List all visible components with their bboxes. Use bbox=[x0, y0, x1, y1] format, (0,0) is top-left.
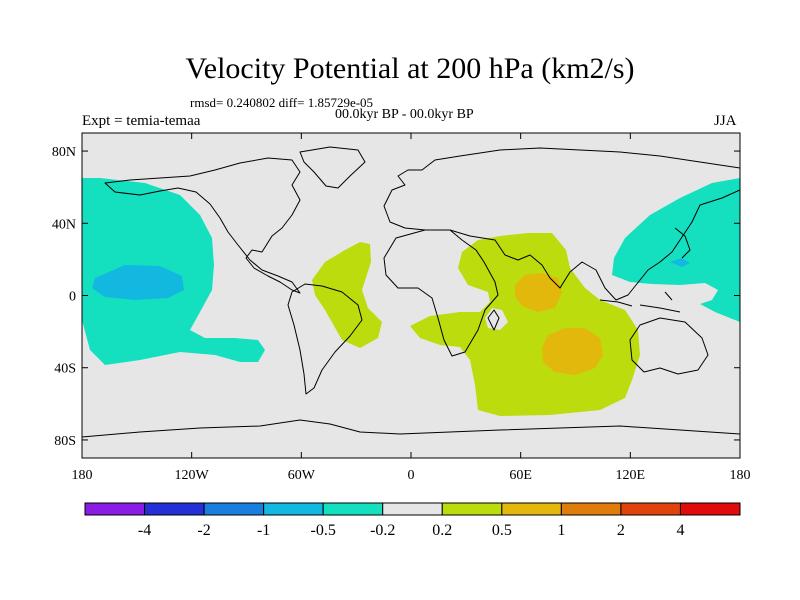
colorbar-label: -4 bbox=[138, 522, 151, 539]
colorbar-label: -2 bbox=[197, 522, 210, 539]
colorbar-swatch bbox=[84, 502, 146, 516]
x-tick-label: 120E bbox=[616, 468, 646, 483]
colorbar-label: -0.5 bbox=[311, 522, 336, 539]
x-tick-label: 120W bbox=[175, 468, 210, 483]
coast-madagascar bbox=[487, 309, 500, 331]
colorbar-label: 0.5 bbox=[492, 522, 512, 539]
negative-west-pacific-core bbox=[670, 258, 690, 267]
plot-title: Velocity Potential at 200 hPa (km2/s) bbox=[185, 52, 635, 85]
x-tick-label: 60E bbox=[509, 468, 532, 483]
colorbar-swatch bbox=[322, 502, 384, 516]
colorbar-swatch bbox=[620, 502, 681, 516]
coast-south-america bbox=[287, 283, 363, 395]
x-tick-label: 180 bbox=[72, 468, 93, 483]
coast-greenland bbox=[299, 146, 366, 189]
negative-pacific-east-region bbox=[82, 178, 265, 365]
colorbar-swatch bbox=[441, 502, 503, 516]
positive-atlantic-region bbox=[312, 242, 382, 348]
colorbar-label: -1 bbox=[257, 522, 270, 539]
colorbar-label: 2 bbox=[617, 522, 625, 539]
colorbar-label: 1 bbox=[557, 522, 565, 539]
experiment-label: Expt = temia-temaa bbox=[82, 113, 201, 129]
x-tick-label: 60W bbox=[288, 468, 316, 483]
colorbar-label: 0.2 bbox=[432, 522, 452, 539]
colorbar-swatch bbox=[560, 502, 622, 516]
y-tick-label: 80S bbox=[54, 434, 76, 449]
negative-asia-pacific-region bbox=[612, 178, 740, 322]
x-tick-label: 180 bbox=[730, 468, 751, 483]
positive-indian-core bbox=[542, 328, 603, 375]
colorbar-label: 4 bbox=[676, 522, 684, 539]
stats-subtitle: rmsd= 0.240802 diff= 1.85729e-05 bbox=[190, 95, 374, 110]
coastlines bbox=[82, 146, 740, 438]
colorbar-swatch bbox=[144, 502, 205, 516]
y-tick-label: 40S bbox=[54, 362, 76, 377]
coast-africa bbox=[383, 229, 499, 357]
coast-north-america bbox=[104, 157, 301, 294]
colorbar-swatch bbox=[501, 502, 562, 516]
period-label: 00.0kyr BP - 00.0kyr BP bbox=[335, 107, 474, 122]
negative-pacific-core-region bbox=[92, 265, 184, 300]
colorbar: -4 -2 -1 -0.5 -0.2 0.2 0.5 1 2 4 bbox=[84, 502, 741, 539]
y-tick-label: 0 bbox=[69, 290, 76, 305]
contour-fills bbox=[82, 178, 740, 416]
coast-australia bbox=[629, 317, 709, 375]
positive-arabian-core bbox=[515, 273, 562, 312]
y-tick-label: 40N bbox=[52, 217, 76, 232]
coast-eurasia bbox=[383, 147, 740, 301]
colorbar-swatch bbox=[382, 502, 443, 516]
colorbar-label: -0.2 bbox=[370, 522, 395, 539]
colorbar-swatch bbox=[203, 502, 265, 516]
y-tick-label: 80N bbox=[52, 145, 76, 160]
colorbar-swatch bbox=[263, 502, 324, 516]
season-label: JJA bbox=[714, 113, 737, 129]
y-axis-ticks: 80N 40N 0 40S 80S bbox=[52, 145, 740, 449]
x-axis-ticks: 180 120W 60W 0 60E 120E 180 bbox=[72, 133, 751, 483]
colorbar-swatch bbox=[679, 502, 741, 516]
coast-indonesia bbox=[599, 291, 681, 313]
x-tick-label: 0 bbox=[408, 468, 415, 483]
coast-japan bbox=[674, 227, 691, 259]
coast-antarctica bbox=[82, 419, 740, 438]
